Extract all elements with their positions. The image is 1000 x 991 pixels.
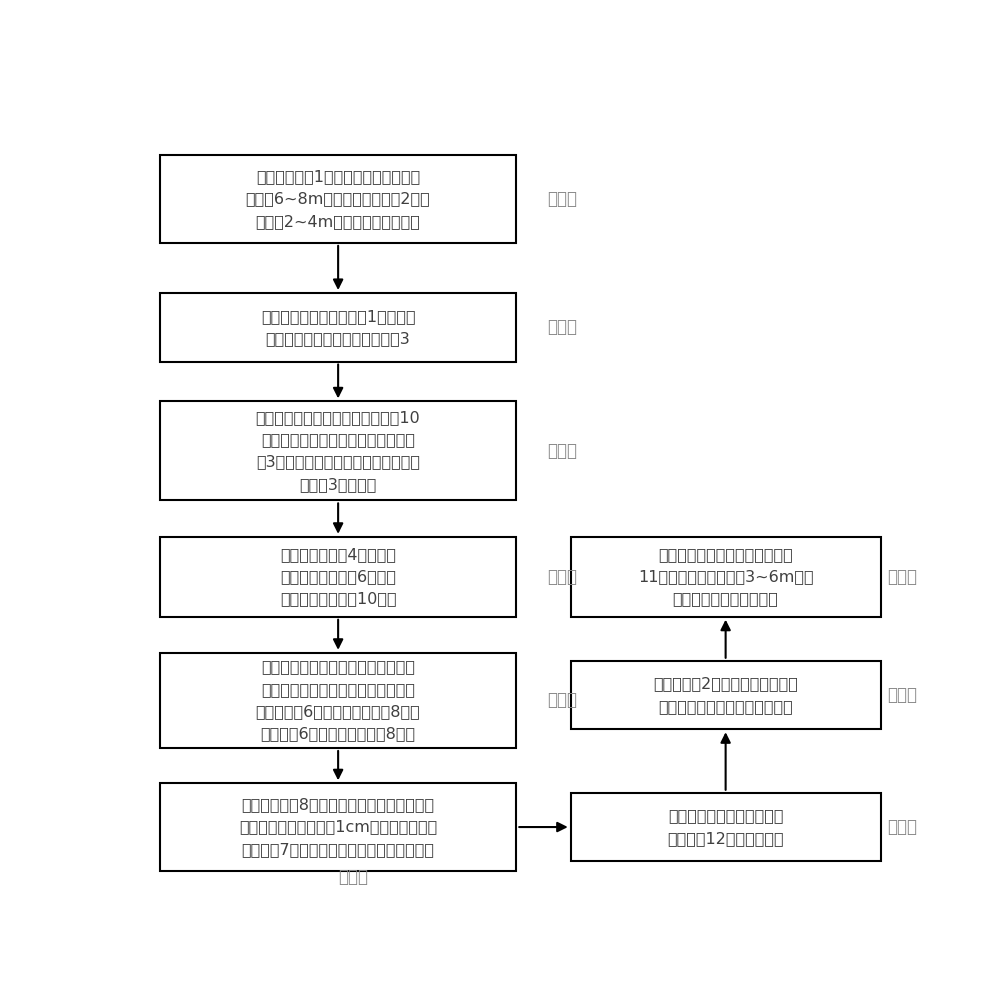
Text: 步骤六: 步骤六 (338, 868, 368, 886)
Text: 将微生物注浆的浆液、崩岗泥砂、秸
秆、草籽混合在一起，使用喷浆机喷
射至三维网6上形成抗侵蚀材料8，直
至三维网6完全被抗侵蚀材料8覆盖: 将微生物注浆的浆液、崩岗泥砂、秸 秆、草籽混合在一起，使用喷浆机喷 射至三维网6… (256, 660, 420, 741)
FancyBboxPatch shape (160, 156, 516, 243)
Text: 步骤七: 步骤七 (887, 818, 917, 836)
Text: 在抗侵蚀材料8表面再次喷射一层微生物注浆
的浆液，沉积出厚度约1cm的微生物沉积碳
酸钙薄层7，作为抵抗崩岗侵蚀的第一道防线: 在抗侵蚀材料8表面再次喷射一层微生物注浆 的浆液，沉积出厚度约1cm的微生物沉积… (239, 798, 437, 857)
Text: 将合适尺寸的纤维增强塑料筋锚杆10
以及注浆机的注浆管插入侵蚀体锚固
孔3中，而后采用注浆机对每个侵蚀体
锚固孔3依次注浆: 将合适尺寸的纤维增强塑料筋锚杆10 以及注浆机的注浆管插入侵蚀体锚固 孔3中，而… (256, 410, 420, 492)
Text: 步骤九: 步骤九 (887, 568, 917, 586)
Text: 步骤二: 步骤二 (547, 318, 577, 336)
FancyBboxPatch shape (160, 653, 516, 748)
Text: 对崩岗侵蚀体1进行坡面清理、开挖，
高度每6~8m开挖一个操作平台2，平
台宽度2~4m，作为后续施工场地: 对崩岗侵蚀体1进行坡面清理、开挖， 高度每6~8m开挖一个操作平台2，平 台宽度… (246, 169, 430, 229)
FancyBboxPatch shape (160, 783, 516, 871)
Text: 采用电钻机对崩岗侵蚀体1的表面进
行钻孔，形成多个侵蚀体锚固孔3: 采用电钻机对崩岗侵蚀体1的表面进 行钻孔，形成多个侵蚀体锚固孔3 (261, 308, 415, 346)
Text: 步骤三: 步骤三 (547, 442, 577, 460)
FancyBboxPatch shape (160, 401, 516, 500)
Text: 步骤一: 步骤一 (547, 190, 577, 208)
FancyBboxPatch shape (160, 537, 516, 616)
Text: 将灌木种子混合营养土填充
进栽培孔12，供灌木生长: 将灌木种子混合营养土填充 进栽培孔12，供灌木生长 (667, 809, 784, 845)
Text: 步骤五: 步骤五 (547, 692, 577, 710)
Text: 步骤八: 步骤八 (887, 686, 917, 704)
FancyBboxPatch shape (571, 661, 881, 729)
Text: 步骤四: 步骤四 (547, 568, 577, 586)
Text: 在碳酸钙锚固体4达到一定
强度后，将三维网6挂在纤
维增强塑料筋锚杆10末端: 在碳酸钙锚固体4达到一定 强度后，将三维网6挂在纤 维增强塑料筋锚杆10末端 (280, 547, 396, 606)
FancyBboxPatch shape (571, 793, 881, 861)
FancyBboxPatch shape (571, 537, 881, 616)
FancyBboxPatch shape (160, 293, 516, 362)
Text: 在操作平台2上视具体情况适当覆
土，而后种植乔灌草组合的植被: 在操作平台2上视具体情况适当覆 土，而后种植乔灌草组合的植被 (653, 677, 798, 714)
Text: 从抗侵蚀层打设一些仰斜排水孔
11，纵横向的孔间距为3~6m，呈
梅花形或长方形布置皆可: 从抗侵蚀层打设一些仰斜排水孔 11，纵横向的孔间距为3~6m，呈 梅花形或长方形… (638, 547, 813, 606)
